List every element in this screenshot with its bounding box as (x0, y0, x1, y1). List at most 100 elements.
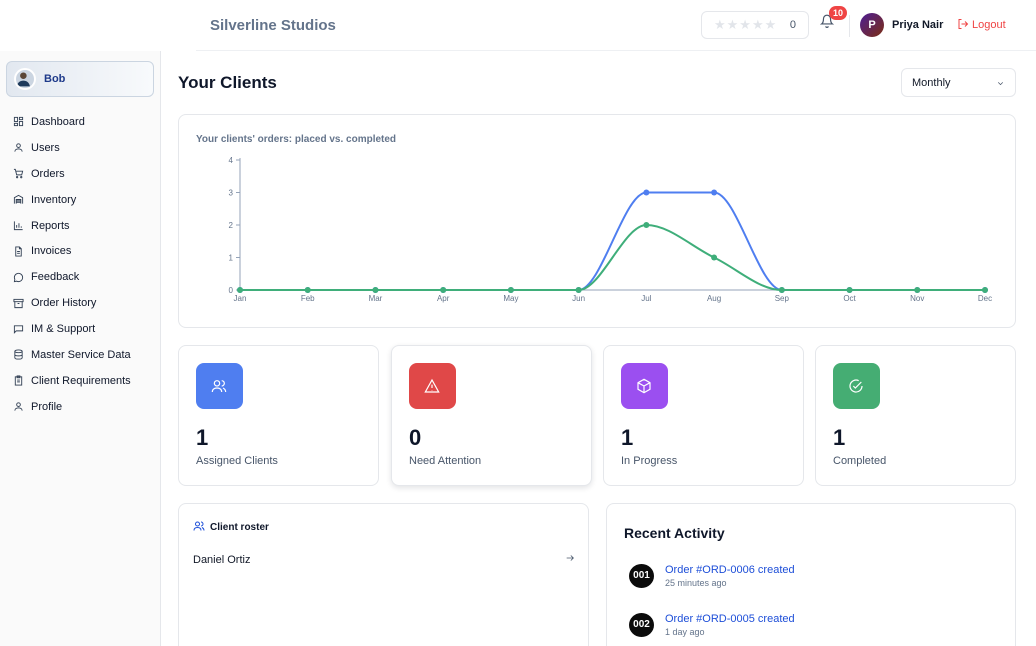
y-tick-label: 1 (229, 254, 234, 263)
sidebar-item-label: Client Requirements (31, 374, 131, 387)
user-icon (14, 402, 23, 411)
star-rating-icon: ★★★★★ (714, 17, 778, 32)
logout-icon (958, 19, 969, 29)
chevron-down-icon (997, 82, 1004, 86)
arrow-right-icon (566, 555, 574, 561)
file-icon (15, 246, 22, 257)
period-select[interactable]: Monthly (901, 68, 1016, 97)
chart-title: Your clients' orders: placed vs. complet… (196, 134, 397, 145)
x-tick-label: Apr (437, 294, 450, 303)
sidebar-item-feedback[interactable]: Feedback (0, 264, 160, 290)
activity-link[interactable]: Order #ORD-0006 created (665, 564, 795, 576)
sidebar-item-label: Profile (31, 400, 63, 413)
stat-label: Assigned Clients (196, 455, 278, 467)
stat-value: 1 (621, 425, 634, 450)
stat-label: Completed (833, 455, 887, 467)
stat-icon-tile (833, 363, 880, 409)
y-tick-label: 3 (229, 189, 234, 198)
sidebar-item-orders[interactable]: Orders (0, 161, 160, 187)
orders-chart-card: Your clients' orders: placed vs. complet… (178, 114, 1016, 328)
sidebar-item-dashboard[interactable]: Dashboard (0, 109, 160, 135)
archive-icon (13, 298, 24, 308)
stat-card-in-progress[interactable]: 1 In Progress (603, 345, 804, 486)
clipboard-icon (14, 375, 23, 386)
top-bar: Silverline Studios ★★★★★ 0 10 P Priya Na… (196, 0, 1036, 51)
recent-activity-card: Recent Activity 001 Order #ORD-0006 crea… (606, 503, 1016, 646)
orders-line-chart: 0 1 2 3 4 Jan Feb Mar Apr May Jun Jul Aug Sep Oct Nov De… (229, 156, 993, 303)
sidebar-item-users[interactable]: Users (0, 135, 160, 161)
series-1-point (643, 189, 650, 196)
x-tick-label: Jan (234, 294, 247, 303)
x-tick-label: Dec (978, 294, 992, 303)
message-square-icon (13, 324, 24, 334)
database-icon (14, 349, 23, 360)
sidebar-item-order-history[interactable]: Order History (0, 290, 160, 316)
activity-badge: 001 (629, 564, 654, 588)
sidebar-item-label: Inventory (31, 193, 77, 206)
x-tick-label: Nov (910, 294, 924, 303)
stat-value: 1 (196, 425, 209, 450)
rating-widget[interactable]: ★★★★★ 0 (701, 11, 809, 39)
stat-card-need-attention[interactable]: 0 Need Attention (391, 345, 592, 486)
sidebar-item-label: IM & Support (31, 323, 96, 336)
warehouse-icon (13, 194, 24, 204)
brand-name: Silverline Studios (210, 17, 336, 34)
x-tick-label: Oct (843, 294, 856, 303)
sidebar-item-label: Order History (31, 297, 97, 310)
stat-label: In Progress (621, 455, 678, 467)
x-tick-label: May (503, 294, 518, 303)
logout-button[interactable]: Logout (957, 18, 1006, 31)
series-2-point (711, 254, 718, 261)
users-icon (211, 380, 227, 393)
stat-card-completed[interactable]: 1 Completed (815, 345, 1016, 486)
sidebar-item-label: Users (31, 141, 60, 154)
logout-label: Logout (972, 19, 1006, 31)
header-divider (849, 15, 850, 37)
sidebar-item-client-requirements[interactable]: Client Requirements (0, 368, 160, 394)
profile-name: Bob (44, 73, 66, 85)
user-avatar: P (860, 13, 884, 37)
check-circle-icon (849, 379, 863, 393)
stat-icon-tile (409, 363, 456, 409)
user-name: Priya Nair (892, 19, 944, 31)
activity-link[interactable]: Order #ORD-0005 created (665, 613, 795, 625)
activity-time: 25 minutes ago (665, 578, 727, 588)
sidebar-item-im-support[interactable]: IM & Support (0, 316, 160, 342)
stat-value: 1 (833, 425, 846, 450)
notifications-button[interactable]: 10 (819, 6, 848, 36)
sidebar-item-reports[interactable]: Reports (0, 213, 160, 239)
sidebar: Bob Dashboard Users Orders Inventory Rep… (0, 51, 161, 646)
package-icon (637, 378, 651, 394)
activity-badge: 002 (629, 613, 654, 637)
sidebar-nav: Dashboard Users Orders Inventory Reports… (0, 109, 160, 420)
sidebar-item-label: Invoices (31, 245, 72, 258)
series-line-2 (240, 223, 985, 291)
series-2-point (778, 287, 785, 293)
series-1-point (711, 189, 718, 196)
sidebar-profile[interactable]: Bob (6, 61, 154, 97)
y-tick-label: 2 (229, 221, 234, 230)
series-line-1 (240, 191, 985, 291)
sidebar-item-master-service-data[interactable]: Master Service Data (0, 342, 160, 368)
client-roster-row[interactable]: Daniel Ortiz (193, 550, 575, 566)
activity-time: 1 day ago (665, 627, 705, 637)
stat-label: Need Attention (409, 455, 482, 467)
grid-icon (13, 117, 24, 127)
y-tick-label: 0 (229, 286, 234, 295)
client-roster-heading: Client roster (193, 520, 269, 533)
stat-icon-tile (196, 363, 243, 409)
client-roster-title: Client roster (210, 522, 269, 533)
notification-badge: 10 (829, 6, 848, 20)
activity-item: 001 Order #ORD-0006 created 25 minutes a… (629, 564, 999, 594)
profile-avatar (14, 68, 36, 90)
sidebar-item-profile[interactable]: Profile (0, 394, 160, 420)
bell-icon (819, 14, 835, 28)
client-name: Daniel Ortiz (193, 554, 251, 566)
x-tick-label: Jul (641, 294, 651, 303)
sidebar-item-inventory[interactable]: Inventory (0, 187, 160, 213)
sidebar-item-invoices[interactable]: Invoices (0, 238, 160, 264)
stat-card-assigned-clients[interactable]: 1 Assigned Clients (178, 345, 379, 486)
x-tick-label: Sep (775, 294, 790, 303)
rating-count: 0 (789, 19, 796, 31)
recent-activity-title: Recent Activity (624, 525, 725, 541)
